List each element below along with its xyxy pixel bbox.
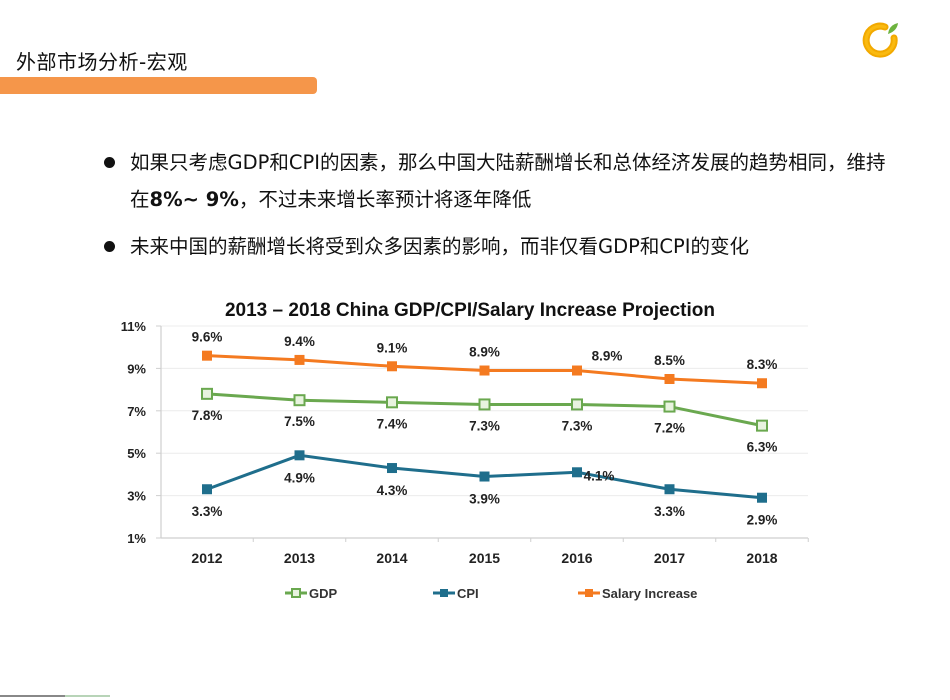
data-label: 7.2% bbox=[654, 421, 685, 436]
x-tick-label: 2015 bbox=[469, 550, 500, 566]
data-label: 9.4% bbox=[284, 334, 315, 349]
data-point bbox=[201, 387, 213, 400]
data-label: 9.6% bbox=[192, 330, 223, 345]
y-tick-label: 7% bbox=[127, 404, 146, 419]
data-label: 8.9% bbox=[469, 345, 500, 360]
y-tick-label: 9% bbox=[127, 361, 146, 376]
data-point bbox=[664, 484, 675, 495]
x-tick-label: 2012 bbox=[191, 550, 222, 566]
bullet-dot-icon bbox=[104, 157, 115, 168]
data-point bbox=[757, 492, 767, 503]
footer-divider bbox=[0, 695, 65, 697]
data-label: 4.1% bbox=[584, 468, 615, 483]
legend-marker bbox=[440, 589, 448, 597]
data-point bbox=[571, 398, 583, 411]
data-label: 7.3% bbox=[469, 418, 500, 433]
page-title: 外部市场分析-宏观 bbox=[16, 50, 188, 74]
data-label: 3.3% bbox=[192, 504, 223, 519]
legend-label: CPI bbox=[457, 586, 479, 601]
data-label: 4.3% bbox=[377, 483, 408, 498]
data-point bbox=[294, 450, 305, 461]
y-tick-label: 3% bbox=[127, 489, 146, 504]
y-tick-label: 1% bbox=[127, 531, 146, 546]
data-point bbox=[202, 350, 212, 361]
legend-marker bbox=[291, 588, 301, 598]
data-point bbox=[572, 467, 582, 478]
data-label: 3.3% bbox=[654, 504, 685, 519]
y-tick-label: 5% bbox=[127, 446, 146, 461]
bullet-text-1-highlight: 8%~ 9% bbox=[149, 188, 239, 211]
data-label: 6.3% bbox=[747, 440, 778, 455]
data-point bbox=[664, 374, 675, 384]
data-label: 7.5% bbox=[284, 414, 315, 429]
data-point bbox=[387, 361, 397, 372]
data-point bbox=[387, 463, 397, 474]
data-point bbox=[756, 419, 768, 432]
data-point bbox=[202, 484, 212, 495]
legend-marker bbox=[585, 589, 593, 597]
x-tick-label: 2014 bbox=[376, 550, 407, 566]
data-point bbox=[479, 471, 490, 482]
series-cpi: 3.3% 4.9% 4.3% 3.9% 4.1% 3.3% 2.9% bbox=[192, 450, 778, 528]
legend-item: GDP bbox=[285, 586, 338, 601]
data-point bbox=[293, 394, 306, 407]
bullet-text-2: 未来中国的薪酬增长将受到众多因素的影响，而非仅看GDP和CPI的变化 bbox=[130, 235, 750, 258]
data-label: 7.8% bbox=[192, 408, 223, 423]
series-gdp: 7.8% 7.5% 7.4% 7.3% 7.3% 7.2% 6.3% bbox=[192, 387, 778, 455]
series-salary-increase: 9.6% 9.4% 9.1% 8.9% 8.9% 8.5% 8.3% bbox=[192, 330, 778, 389]
bullet-text-1b: ，不过未来增长率预计将逐年降低 bbox=[238, 188, 532, 211]
bullet-list: 如果只考虑GDP和CPI的因素，那么中国大陆薪酬增长和总体经济发展的趋势相同，维… bbox=[98, 144, 898, 275]
legend-label: GDP bbox=[309, 586, 338, 601]
orange-fruit-logo-icon bbox=[862, 22, 898, 58]
bullet-item: 未来中国的薪酬增长将受到众多因素的影响，而非仅看GDP和CPI的变化 bbox=[98, 228, 898, 265]
footer-divider-accent bbox=[65, 695, 110, 697]
data-label: 7.3% bbox=[562, 418, 593, 433]
x-tick-label: 2013 bbox=[284, 550, 315, 566]
data-label: 9.1% bbox=[377, 340, 408, 355]
data-point bbox=[386, 396, 398, 409]
data-label: 7.4% bbox=[377, 416, 408, 431]
y-tick-label: 11% bbox=[121, 319, 147, 334]
data-label: 8.5% bbox=[654, 353, 685, 368]
data-label: 8.3% bbox=[747, 357, 778, 372]
data-point bbox=[572, 365, 582, 376]
legend-item: CPI bbox=[433, 586, 479, 601]
chart-title: 2013 – 2018 China GDP/CPI/Salary Increas… bbox=[225, 300, 715, 321]
data-point bbox=[757, 378, 767, 389]
bullet-item: 如果只考虑GDP和CPI的因素，那么中国大陆薪酬增长和总体经济发展的趋势相同，维… bbox=[98, 144, 898, 218]
data-label: 3.9% bbox=[469, 492, 500, 507]
data-point bbox=[663, 400, 676, 413]
legend-item: Salary Increase bbox=[578, 586, 697, 601]
bullet-dot-icon bbox=[104, 241, 115, 252]
data-label: 8.9% bbox=[592, 349, 623, 364]
data-point bbox=[294, 354, 305, 365]
bullet-text-1a: 如果只考虑GDP和CPI的因素，那么中国大陆薪酬增长和总体经济发展的趋势相同，维… bbox=[130, 151, 886, 211]
data-point bbox=[478, 398, 491, 411]
title-accent-bar bbox=[0, 77, 317, 94]
data-label: 2.9% bbox=[747, 513, 778, 528]
legend-label: Salary Increase bbox=[602, 586, 697, 601]
data-label: 4.9% bbox=[284, 470, 315, 485]
x-tick-label: 2017 bbox=[654, 550, 685, 566]
x-tick-label: 2016 bbox=[561, 550, 592, 566]
data-point bbox=[479, 365, 490, 376]
x-tick-label: 2018 bbox=[746, 550, 777, 566]
